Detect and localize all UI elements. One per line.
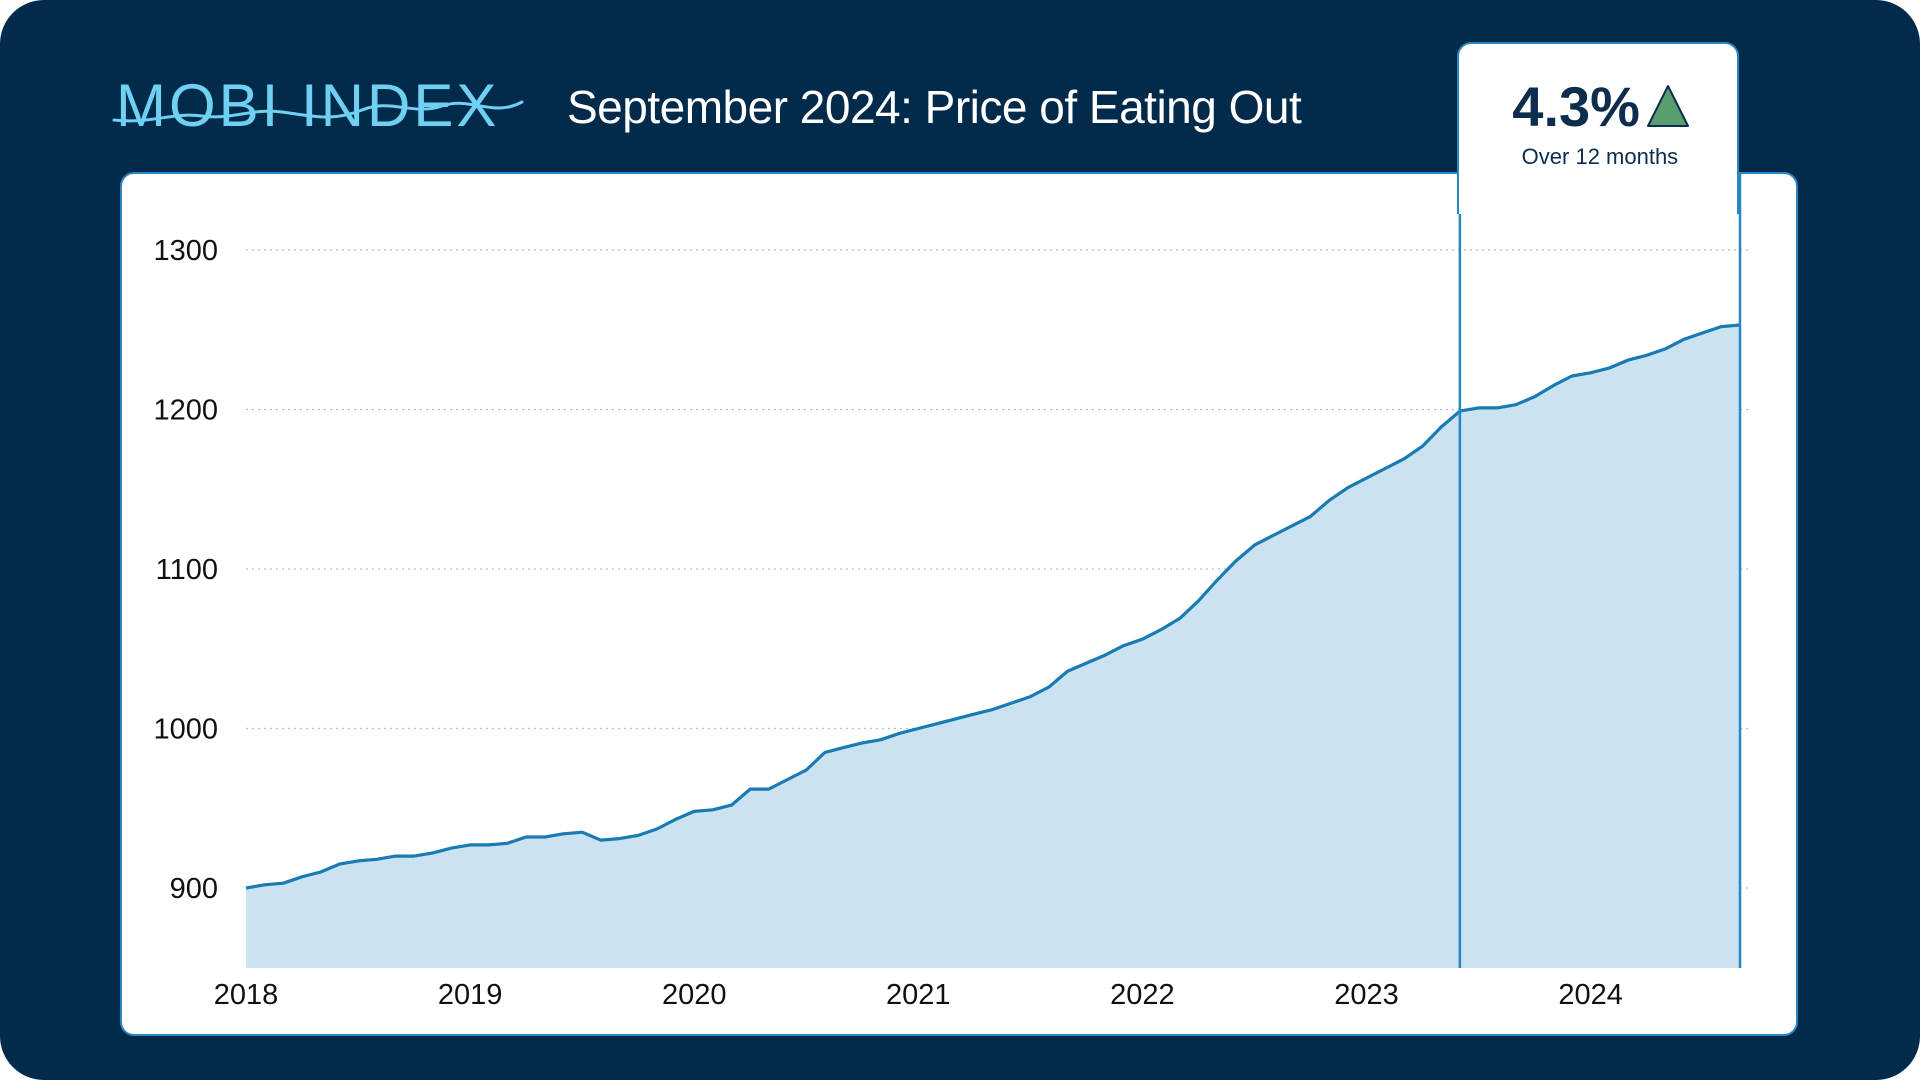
y-tick-label: 1300 [153, 235, 218, 267]
x-tick-label: 2019 [438, 979, 503, 1011]
x-tick-label: 2023 [1334, 979, 1399, 1011]
series-line [245, 323, 1741, 890]
change-period-label: Over 12 months [1521, 144, 1679, 169]
twelve-month-change-box: 4.3% Over 12 months [1456, 42, 1739, 214]
y-tick-label: 1100 [156, 554, 218, 586]
change-value: 4.3% [1512, 75, 1640, 138]
up-triangle-icon [1646, 85, 1689, 127]
x-tick-label: 2021 [886, 979, 951, 1011]
x-tick-label: 2024 [1558, 979, 1623, 1011]
y-tick-label: 1200 [153, 395, 218, 427]
y-tick-label: 1000 [153, 714, 218, 746]
brand-logo: MOBI INDEX [116, 71, 500, 139]
series-area-fill [246, 325, 1740, 968]
logo-wave-icon [112, 100, 524, 123]
x-tick-label: 2018 [214, 979, 279, 1011]
y-tick-label: 900 [170, 873, 218, 905]
chart-card: 900 1000 1100 1200 1300 2018 2019 2020 2021 2022… [120, 172, 1798, 1036]
x-tick-label: 2020 [662, 979, 727, 1011]
area-chart: 900 1000 1100 1200 1300 2018 2019 2020 2021 2022… [153, 174, 1748, 1011]
chart-headline: September 2024: Price of Eating Out [567, 81, 1302, 133]
x-tick-label: 2022 [1110, 979, 1175, 1011]
